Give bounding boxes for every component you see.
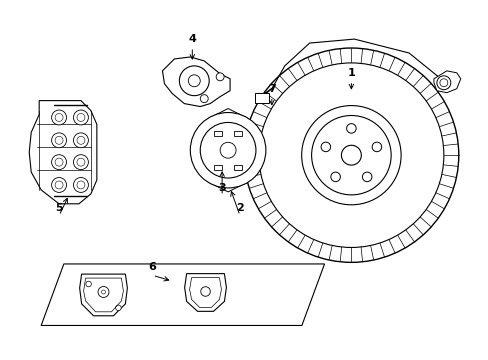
Circle shape <box>73 110 88 125</box>
Text: 7: 7 <box>267 84 275 94</box>
Text: 5: 5 <box>55 203 63 213</box>
Circle shape <box>55 158 63 166</box>
Text: 4: 4 <box>188 34 196 44</box>
FancyBboxPatch shape <box>214 165 222 170</box>
Circle shape <box>436 76 450 90</box>
Circle shape <box>301 105 400 205</box>
FancyBboxPatch shape <box>234 165 242 170</box>
Text: 3: 3 <box>218 183 225 193</box>
PathPatch shape <box>433 71 460 93</box>
Circle shape <box>102 290 105 294</box>
Circle shape <box>85 281 91 287</box>
PathPatch shape <box>206 170 249 192</box>
Circle shape <box>77 136 85 144</box>
PathPatch shape <box>184 274 226 311</box>
Circle shape <box>55 181 63 189</box>
Circle shape <box>330 172 340 182</box>
Circle shape <box>98 287 109 297</box>
Circle shape <box>321 142 330 152</box>
Circle shape <box>439 79 447 87</box>
FancyBboxPatch shape <box>254 93 268 103</box>
Circle shape <box>371 142 381 152</box>
Circle shape <box>216 73 224 81</box>
Circle shape <box>179 66 209 96</box>
Circle shape <box>73 133 88 148</box>
Circle shape <box>190 113 265 188</box>
Circle shape <box>52 110 66 125</box>
Text: 1: 1 <box>347 68 355 78</box>
Circle shape <box>200 95 208 103</box>
Circle shape <box>188 75 200 87</box>
Text: 2: 2 <box>236 203 244 213</box>
Text: 6: 6 <box>148 262 156 272</box>
PathPatch shape <box>41 264 324 325</box>
Circle shape <box>258 63 443 247</box>
Circle shape <box>73 177 88 192</box>
Circle shape <box>341 145 361 165</box>
FancyBboxPatch shape <box>214 131 222 135</box>
Circle shape <box>77 158 85 166</box>
Circle shape <box>52 177 66 192</box>
Circle shape <box>115 305 121 311</box>
Circle shape <box>77 181 85 189</box>
Circle shape <box>73 155 88 170</box>
PathPatch shape <box>206 109 249 130</box>
Circle shape <box>52 133 66 148</box>
PathPatch shape <box>29 100 97 204</box>
Circle shape <box>55 136 63 144</box>
PathPatch shape <box>80 274 127 316</box>
Circle shape <box>55 113 63 121</box>
Circle shape <box>77 113 85 121</box>
Circle shape <box>201 287 210 296</box>
Circle shape <box>346 123 355 133</box>
FancyBboxPatch shape <box>234 131 242 135</box>
Circle shape <box>52 155 66 170</box>
Circle shape <box>220 142 236 158</box>
Circle shape <box>200 122 255 178</box>
Circle shape <box>362 172 371 182</box>
Circle shape <box>311 116 390 195</box>
PathPatch shape <box>162 57 230 107</box>
